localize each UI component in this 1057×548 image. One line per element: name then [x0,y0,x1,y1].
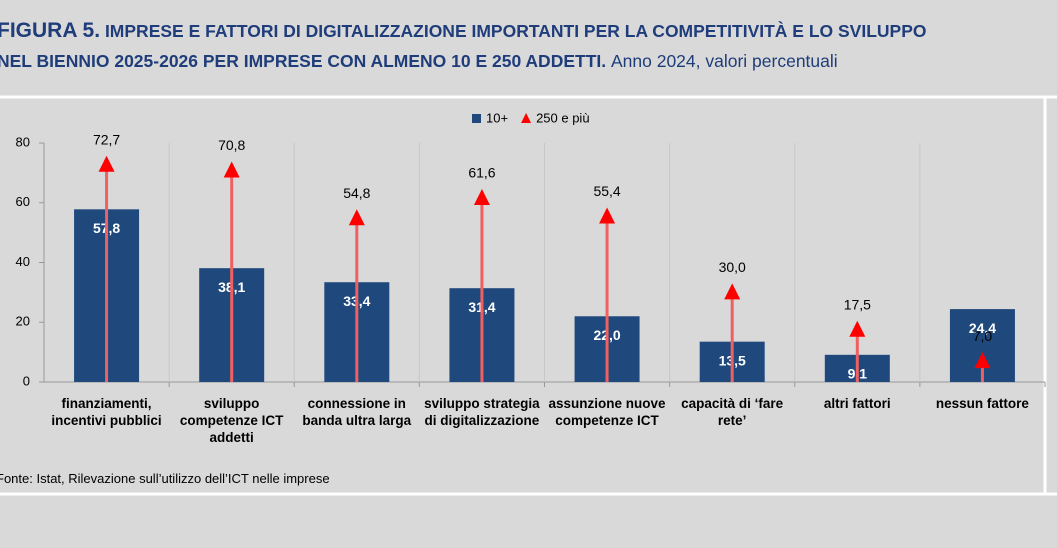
value-label: 70,8 [218,137,245,153]
x-tick-label: finanziamenti, incentivi pubblici [51,396,162,428]
value-label: 54,8 [343,185,370,201]
y-tick-label: 80 [16,134,30,149]
figure-label: FIGURA 5. [0,19,101,42]
value-label: 72,7 [93,132,120,148]
x-tick-label: capacità di ‘fare rete’ [681,396,784,428]
x-tick-label: assunzione nuove competenze ICT [548,396,666,428]
x-tick-label: altri fattori [823,396,891,411]
y-tick-label: 40 [16,254,30,269]
x-tick-label: nessun fattore [935,396,1029,411]
value-label: 24,4 [969,320,996,336]
triangle-marker [849,320,866,337]
value-label: 30,0 [719,259,746,275]
source: Fonte: Istat, Rilevazione sull’utilizzo … [0,471,330,486]
x-tick-label: sviluppo competenze ICT addetti [179,396,284,445]
value-label: 7,0 [973,328,993,344]
triangle-marker [974,352,991,369]
legend-swatch [472,114,481,123]
triangle-marker [348,209,365,226]
value-label: 17,5 [844,296,871,312]
y-tick-label: 60 [16,194,30,209]
triangle-marker [599,207,616,224]
y-tick-label: 0 [23,373,30,388]
x-tick-label: sviluppo strategia di digitalizzazione [424,396,540,428]
y-tick-label: 20 [16,314,30,329]
triangle-marker [223,161,240,178]
subtitle: Anno 2024, valori percentuali [610,51,838,71]
triangle-marker [98,155,115,172]
value-label: 55,4 [593,183,620,199]
chart-title: IMPRESE E FATTORI DI DIGITALIZZAZIONE IM… [0,21,927,71]
x-tick-label: connessione in banda ultra larga [302,396,412,428]
legend-swatch [521,113,532,123]
value-label: 61,6 [468,165,495,181]
triangle-marker [724,283,741,300]
legend-label: 250 e più [536,110,590,125]
title-block: FIGURA 5. IMPRESE E FATTORI DI DIGITALIZ… [0,16,1057,76]
triangle-marker [473,188,490,205]
legend-label: 10+ [486,110,508,125]
